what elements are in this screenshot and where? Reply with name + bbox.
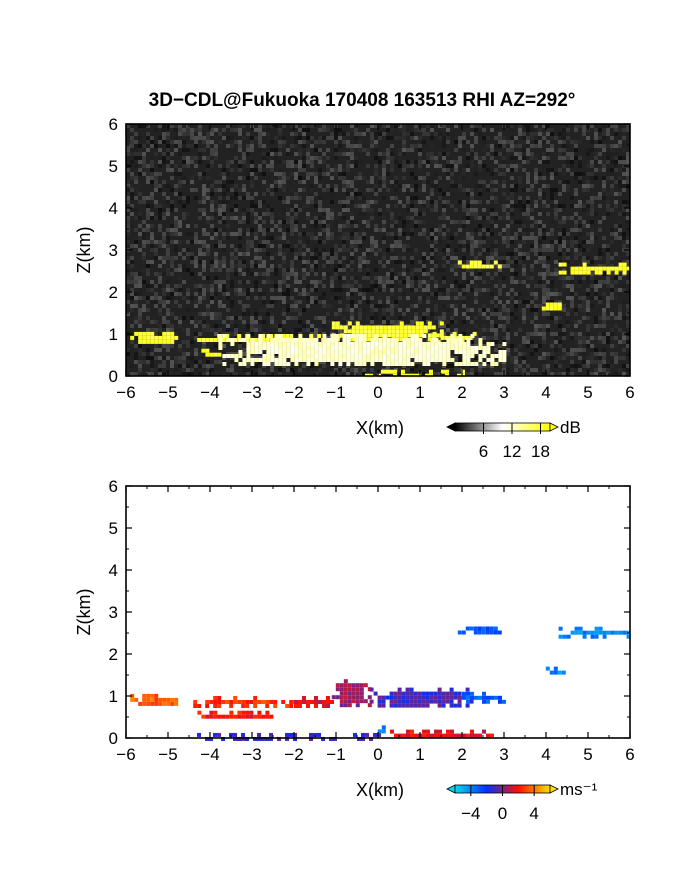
- colorbar-unit-label: dB: [560, 418, 581, 437]
- data-region-4: [331, 679, 372, 708]
- x-tick-label: 4: [541, 745, 550, 764]
- y-tick-label: 6: [109, 115, 118, 134]
- data-region-5: [201, 348, 222, 357]
- y-tick-label: 4: [109, 199, 118, 218]
- colorbar-max-arrow: [549, 784, 559, 794]
- x-tick-label: −2: [284, 745, 303, 764]
- data-region-2: [193, 696, 298, 708]
- data-region-6: [462, 691, 506, 704]
- data-region-1: [130, 331, 179, 344]
- data-region-8: [558, 262, 631, 275]
- data-region-9: [390, 729, 494, 738]
- figure-title: 3D−CDL@Fukuoka 170408 163513 RHI AZ=292°: [149, 90, 576, 111]
- colorbar-tick-label: 12: [503, 442, 522, 461]
- x-tick-label: 1: [415, 383, 424, 402]
- colorbar: 6 12 18 dB: [446, 418, 581, 461]
- x-axis-label: X(km): [356, 418, 404, 438]
- x-tick-label: −1: [326, 383, 345, 402]
- y-tick-label: 5: [109, 519, 118, 538]
- colorbar-min-arrow: [446, 422, 456, 432]
- x-tick-label: −5: [158, 745, 177, 764]
- x-tick-label: −1: [326, 745, 345, 764]
- x-tick-label: −5: [158, 383, 177, 402]
- x-tick-label: −6: [116, 383, 135, 402]
- y-tick-label: 1: [109, 687, 118, 706]
- x-tick-label: 0: [373, 745, 382, 764]
- y-tick-label: 0: [109, 729, 118, 748]
- x-tick-label: 1: [415, 745, 424, 764]
- x-tick-label: 0: [373, 383, 382, 402]
- y-tick-label: 0: [109, 367, 118, 386]
- x-tick-label: −2: [284, 383, 303, 402]
- y-tick-label: 5: [109, 157, 118, 176]
- x-tick-label: 2: [457, 745, 466, 764]
- data-region-5: [369, 687, 474, 708]
- data-region-7: [197, 710, 274, 719]
- y-axis-label: Z(km): [74, 589, 94, 636]
- colorbar-ramp: [454, 422, 551, 432]
- y-tick-label: 3: [109, 603, 118, 622]
- x-tick-label: 4: [541, 383, 550, 402]
- colorbar-tick-label: 0: [498, 804, 507, 823]
- x-tick-label: −4: [200, 745, 219, 764]
- x-tick-label: 5: [583, 383, 592, 402]
- x-tick-label: −6: [116, 745, 135, 764]
- data-region-9: [541, 302, 562, 311]
- colorbar-unit-label: ms⁻¹: [560, 780, 598, 799]
- x-tick-label: 6: [625, 745, 634, 764]
- y-tick-label: 2: [109, 283, 118, 302]
- x-tick-label: 2: [457, 383, 466, 402]
- data-region-3: [294, 696, 334, 708]
- colorbar-tick-label: 4: [529, 804, 538, 823]
- x-tick-label: 3: [499, 383, 508, 402]
- x-tick-label: 3: [499, 745, 508, 764]
- y-axis-label: Z(km): [74, 227, 94, 274]
- colorbar-tick-label: 6: [479, 442, 488, 461]
- y-tick-label: 3: [109, 241, 118, 260]
- data-region-7: [457, 260, 502, 269]
- data-region-1: [130, 693, 179, 706]
- x-tick-label: −3: [242, 745, 261, 764]
- data-region-10: [377, 725, 386, 734]
- colorbar-max-arrow: [549, 422, 559, 432]
- background-noise: [126, 124, 630, 376]
- data-region-10: [218, 334, 507, 366]
- colorbar: −4 0 4 ms⁻¹: [446, 780, 598, 823]
- x-tick-label: −4: [200, 383, 219, 402]
- y-tick-label: 6: [109, 477, 118, 496]
- y-tick-label: 4: [109, 561, 118, 580]
- data-region-13: [545, 666, 566, 675]
- y-tick-label: 1: [109, 325, 118, 344]
- colorbar-min-arrow: [446, 784, 456, 794]
- data-region-8: [197, 732, 381, 741]
- colorbar-tick-label: −4: [461, 804, 480, 823]
- velocity-panel: −6 −5 −4 −3 −2 −1 0 1 2 3 4 5 6 0 1 2 3 4 5 6 X(km) Z(km) −4 0 4…: [74, 477, 635, 823]
- x-tick-label: 5: [583, 745, 592, 764]
- y-tick-label: 2: [109, 645, 118, 664]
- data-region-11: [457, 626, 502, 635]
- x-tick-label: 6: [625, 383, 634, 402]
- colorbar-tick-label: 18: [531, 442, 550, 461]
- data-region-12: [558, 626, 631, 639]
- x-axis-label: X(km): [356, 780, 404, 800]
- x-tick-label: −3: [242, 383, 261, 402]
